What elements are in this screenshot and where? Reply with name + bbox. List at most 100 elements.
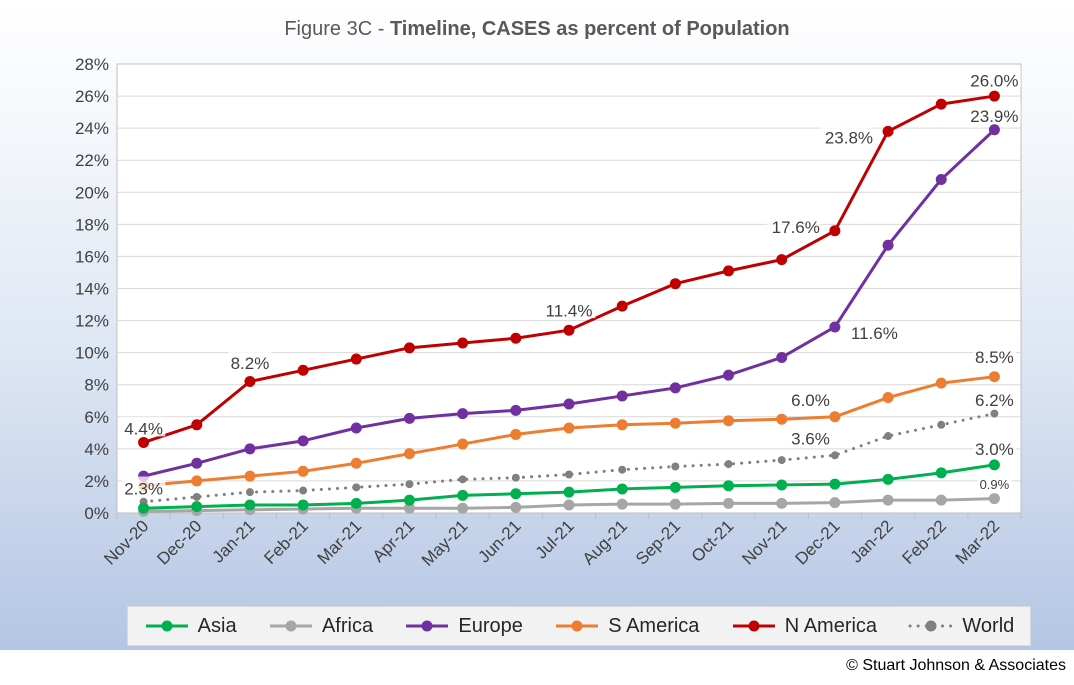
data-point xyxy=(192,492,201,501)
x-axis-ticks: Nov-20 Dec-20 Jan-21 Feb-21 Mar-21 Apr-21 May-… xyxy=(100,513,1022,570)
data-label: 11.4% xyxy=(546,301,593,320)
data-point xyxy=(776,254,788,266)
y-tick-label: 18% xyxy=(75,215,109,234)
data-point xyxy=(669,382,681,394)
data-label: 8.2% xyxy=(231,354,270,373)
data-point xyxy=(777,456,786,465)
data-point xyxy=(297,465,309,477)
series-world xyxy=(139,409,999,506)
legend-label: S America xyxy=(608,614,700,637)
x-tick-label: Feb-22 xyxy=(899,516,951,568)
y-tick-label: 8% xyxy=(84,376,109,395)
x-tick-label: Feb-21 xyxy=(260,516,312,568)
data-point xyxy=(565,470,573,479)
x-tick-label: Dec-20 xyxy=(153,516,205,568)
data-point xyxy=(510,404,522,416)
legend-item-africa: Africa xyxy=(268,615,373,638)
y-tick-label: 2% xyxy=(84,472,109,491)
data-point xyxy=(138,502,150,514)
data-point xyxy=(244,470,256,482)
data-label: 3.0% xyxy=(975,440,1014,459)
data-label: 11.6% xyxy=(851,324,898,343)
line-chart: 0% 2% 4% 6% 8% 10% 12% 14% 16% 18% 20% 22% 24% 26% 28%… xyxy=(75,55,1022,570)
data-point xyxy=(618,465,627,474)
y-tick-label: 10% xyxy=(75,344,109,363)
data-point xyxy=(510,488,522,500)
data-label: 2.3% xyxy=(124,479,163,498)
series-europe xyxy=(138,124,1000,482)
legend-swatch xyxy=(908,620,954,632)
data-label-bg xyxy=(542,298,596,319)
data-point xyxy=(244,443,256,455)
data-label-bg xyxy=(820,125,874,146)
data-label-bg xyxy=(968,104,1021,124)
data-label: 6.0% xyxy=(791,391,830,410)
data-label-bg xyxy=(972,387,1017,408)
data-label-bg xyxy=(850,321,904,341)
data-point xyxy=(244,499,256,511)
x-tick-label: Sep-21 xyxy=(632,516,684,568)
legend-label: N America xyxy=(784,614,878,637)
legend-item-europe: Europe xyxy=(404,615,523,638)
data-point xyxy=(563,324,575,336)
data-point xyxy=(403,502,415,514)
data-point xyxy=(297,499,309,511)
gridlines xyxy=(117,95,1021,482)
data-label: 17.6% xyxy=(772,218,820,237)
data-point xyxy=(616,498,628,510)
data-point xyxy=(829,411,841,423)
data-point xyxy=(723,265,735,277)
data-point xyxy=(350,422,362,434)
legend-swatch xyxy=(269,620,312,632)
data-point xyxy=(350,457,362,469)
data-point xyxy=(988,371,1000,383)
chart-area: Figure 3C - Timeline, CASES as percent o… xyxy=(0,0,1074,650)
data-point xyxy=(988,493,1000,505)
y-tick-label: 0% xyxy=(84,504,109,523)
legend-swatch xyxy=(732,620,775,632)
data-point xyxy=(829,497,841,509)
data-label: 4.4% xyxy=(124,420,163,439)
data-point xyxy=(724,460,733,469)
data-point xyxy=(988,124,1000,136)
chart-title-prefix: Figure 3C - xyxy=(284,18,390,40)
chart-title: Figure 3C - Timeline, CASES as percent o… xyxy=(0,18,1074,41)
y-tick-label: 20% xyxy=(75,183,109,202)
data-point xyxy=(138,436,150,448)
data-point xyxy=(723,480,735,492)
data-point xyxy=(352,483,361,492)
data-point xyxy=(350,353,362,365)
data-point xyxy=(830,451,839,460)
data-point xyxy=(616,419,628,431)
series-asia xyxy=(138,459,1000,514)
data-label: 8.5% xyxy=(975,348,1014,367)
data-point xyxy=(935,494,947,506)
data-label-bg xyxy=(786,426,830,447)
data-label: 3.6% xyxy=(791,430,830,449)
data-point xyxy=(669,481,681,493)
data-point xyxy=(616,390,628,402)
data-point xyxy=(990,409,999,418)
data-point xyxy=(457,489,469,501)
data-point xyxy=(299,486,308,495)
y-tick-label: 14% xyxy=(75,280,109,299)
y-tick-label: 26% xyxy=(75,87,109,106)
data-point xyxy=(882,239,894,251)
data-point xyxy=(829,321,841,333)
data-point xyxy=(457,502,469,514)
data-point xyxy=(882,494,894,506)
data-label-bg xyxy=(972,345,1017,365)
y-tick-label: 28% xyxy=(75,55,109,74)
x-tick-label: Nov-21 xyxy=(738,516,790,568)
data-point xyxy=(884,432,893,441)
series-n-america xyxy=(138,90,1000,448)
data-label-bg xyxy=(786,388,830,408)
y-axis-ticks: 0% 2% 4% 6% 8% 10% 12% 14% 16% 18% 20% 22% 24% 26% 28% xyxy=(75,55,109,523)
data-point xyxy=(563,486,575,498)
data-label: 0.9% xyxy=(980,477,1010,492)
legend-item-world: World xyxy=(908,615,1014,638)
data-point xyxy=(457,337,469,349)
data-point xyxy=(776,351,788,363)
legend-swatch xyxy=(556,620,599,632)
data-point xyxy=(723,415,735,427)
